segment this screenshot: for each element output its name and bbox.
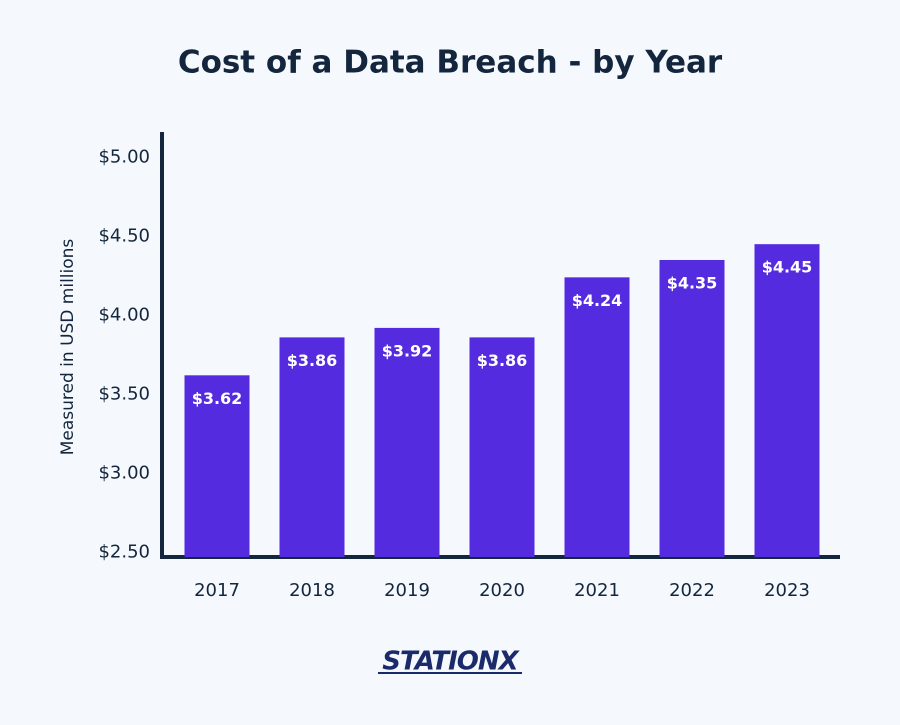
x-tick-label: 2017 [194,580,240,601]
y-tick-label: $4.00 [98,304,150,325]
value-label: $4.45 [762,258,813,277]
bar [564,277,630,557]
value-label: $4.35 [667,273,718,292]
x-tick-label: 2019 [384,580,430,601]
y-tick-label: $2.50 [98,541,150,562]
value-label: $3.86 [477,351,528,370]
value-label: $3.62 [192,389,243,408]
bar [754,244,820,557]
bar [659,259,725,557]
bar [469,337,535,557]
y-axis-title: Measured in USD millions [58,239,78,456]
x-tick-label: 2023 [764,580,810,601]
y-tick-label: $3.50 [98,383,150,404]
value-label: $4.24 [572,291,623,310]
value-label: $3.86 [287,351,338,370]
x-tick-label: 2022 [669,580,715,601]
logo: STATIONX [382,647,520,677]
bar [374,327,440,557]
y-tick-label: $5.00 [98,146,150,167]
bar [184,375,250,557]
x-tick-label: 2020 [479,580,525,601]
bar [279,337,345,557]
x-tick-label: 2018 [289,580,335,601]
value-label: $3.92 [382,341,433,360]
chart-title: Cost of a Data Breach - by Year [178,45,723,81]
y-tick-label: $3.00 [98,462,150,483]
y-tick-label: $4.50 [98,225,150,246]
x-tick-label: 2021 [574,580,620,601]
